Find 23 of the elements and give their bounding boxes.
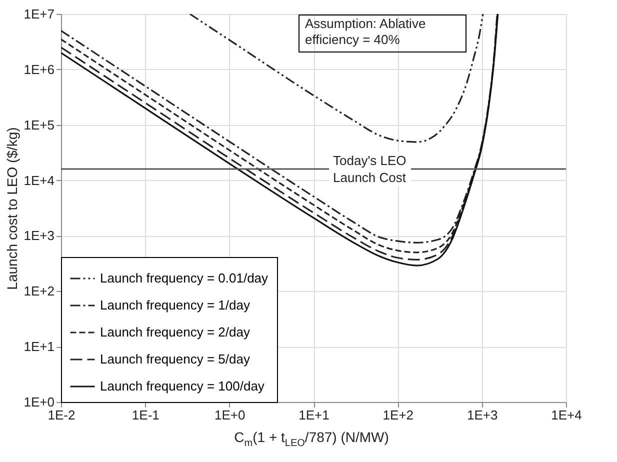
y-tick-label: 1E+0 bbox=[24, 394, 54, 410]
x-tick-label: 1E+4 bbox=[551, 408, 582, 422]
y-tick-label: 1E+4 bbox=[24, 172, 54, 188]
x-tick-label: 1E+3 bbox=[466, 408, 498, 422]
y-axis-title: Launch cost to LEO ($/kg) bbox=[4, 127, 20, 290]
legend-label: Launch frequency = 1/day bbox=[100, 298, 250, 312]
x-tick-label: 1E-2 bbox=[48, 408, 76, 422]
legend-label: Launch frequency = 0.01/day bbox=[100, 270, 269, 286]
y-tick-label: 1E+7 bbox=[24, 6, 54, 22]
x-tick-label: 1E+1 bbox=[298, 408, 330, 422]
y-tick-label: 1E+1 bbox=[24, 339, 54, 354]
x-tick-label: 1E+0 bbox=[214, 408, 246, 422]
legend-label: Launch frequency = 100/day bbox=[100, 378, 265, 394]
y-tick-label: 1E+2 bbox=[24, 284, 54, 299]
y-tick-label: 1E+3 bbox=[24, 228, 54, 244]
ref-line-label: Today's LEO Launch Cost bbox=[333, 152, 406, 185]
x-tick-label: 1E-1 bbox=[132, 408, 160, 422]
annotation: Assumption: Ablative efficiency = 40% bbox=[305, 16, 426, 47]
y-tick-label: 1E+5 bbox=[24, 117, 54, 132]
x-tick-label: 1E+2 bbox=[382, 408, 414, 422]
y-tick-label: 1E+6 bbox=[24, 62, 54, 77]
legend-label: Launch frequency = 5/day bbox=[100, 352, 250, 366]
legend-label: Launch frequency = 2/day bbox=[100, 324, 250, 340]
